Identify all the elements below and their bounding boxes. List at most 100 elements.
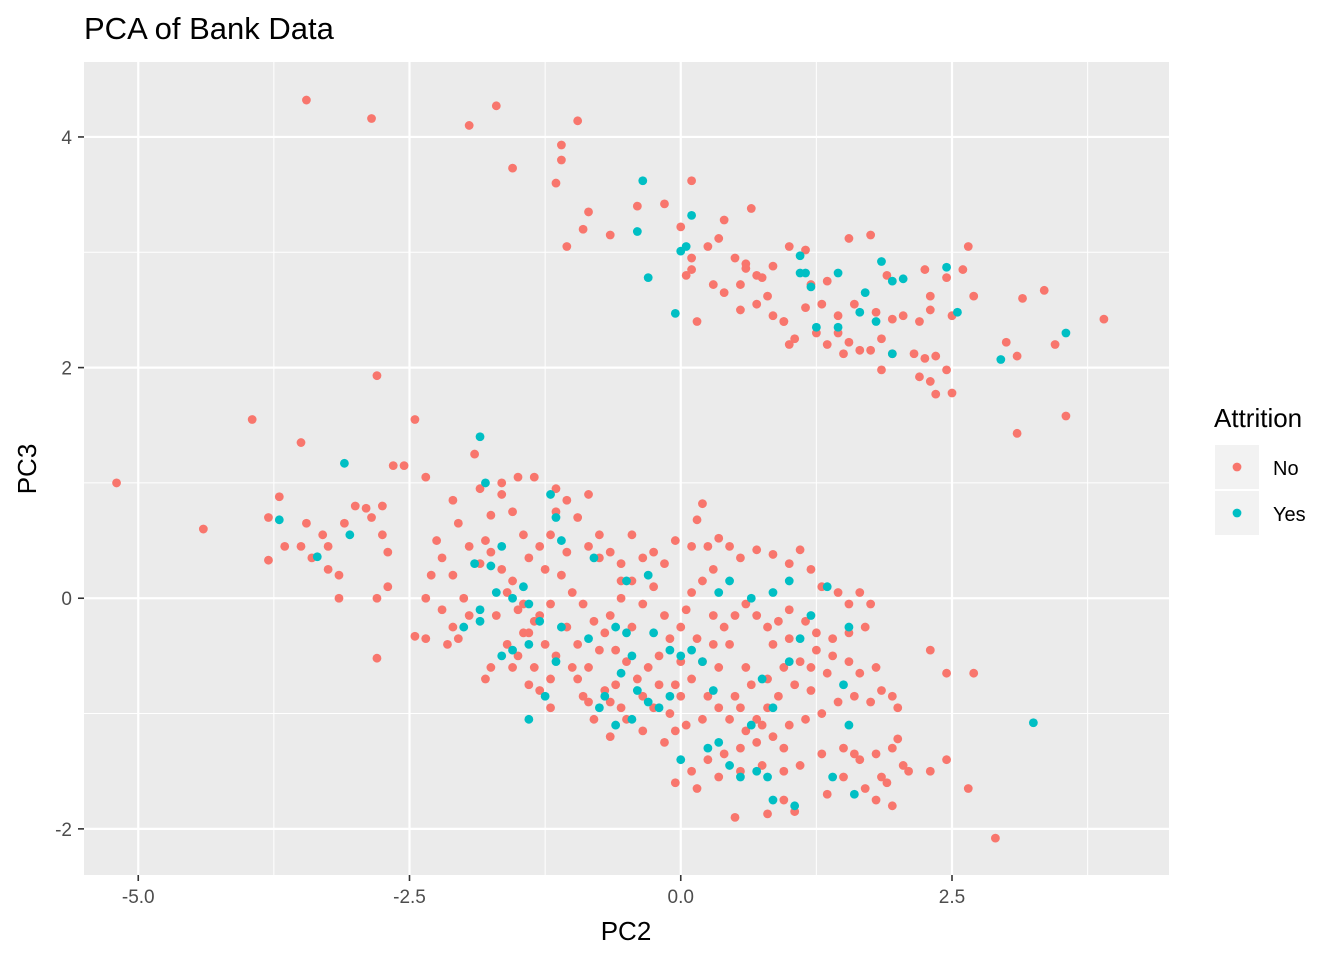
point-no xyxy=(453,518,463,528)
point-no xyxy=(491,101,501,111)
point-no xyxy=(519,530,528,540)
point-no xyxy=(426,570,436,580)
point-no xyxy=(535,541,545,551)
point-no xyxy=(963,242,973,251)
point-no xyxy=(589,714,599,724)
point-no xyxy=(584,490,593,499)
point-no xyxy=(557,140,566,150)
point-no xyxy=(925,766,935,776)
point-no xyxy=(860,784,870,793)
point-yes xyxy=(274,515,284,525)
point-no xyxy=(969,668,979,678)
point-no xyxy=(334,593,344,603)
point-yes xyxy=(340,458,349,468)
point-yes xyxy=(806,611,816,620)
point-no xyxy=(551,484,561,494)
point-no xyxy=(529,663,539,672)
point-no xyxy=(296,438,306,447)
point-no xyxy=(779,663,789,672)
point-no xyxy=(459,593,469,603)
point-no xyxy=(806,565,816,574)
point-yes xyxy=(898,274,908,284)
point-no xyxy=(725,639,734,649)
point-yes xyxy=(486,561,496,571)
point-no xyxy=(1012,428,1022,438)
point-no xyxy=(795,545,805,555)
point-no xyxy=(584,541,593,551)
point-yes xyxy=(768,795,778,805)
point-no xyxy=(605,732,615,742)
point-no xyxy=(817,749,827,759)
point-no xyxy=(822,340,832,349)
point-no xyxy=(969,291,979,301)
point-yes xyxy=(822,582,832,592)
point-no xyxy=(741,663,751,672)
point-no xyxy=(947,388,957,398)
point-no xyxy=(687,253,696,263)
point-no xyxy=(741,726,751,736)
point-no xyxy=(437,553,447,563)
point-no xyxy=(871,795,881,805)
point-no xyxy=(784,720,794,730)
point-no xyxy=(508,663,517,672)
y-tick-label: 4 xyxy=(61,128,72,149)
point-no xyxy=(882,270,892,280)
point-yes xyxy=(649,628,659,638)
point-no xyxy=(524,628,534,638)
point-no xyxy=(350,501,360,511)
point-yes xyxy=(551,657,561,667)
point-no xyxy=(377,501,387,511)
point-yes xyxy=(611,622,621,632)
point-no xyxy=(736,305,745,315)
point-no xyxy=(247,415,257,424)
point-no xyxy=(877,686,886,695)
point-no xyxy=(589,616,599,626)
point-no xyxy=(573,513,583,522)
point-no xyxy=(730,611,740,620)
point-no xyxy=(931,389,941,399)
point-no xyxy=(660,737,669,747)
point-no xyxy=(627,622,637,632)
legend-label: Yes xyxy=(1273,504,1306,526)
major-gridlines xyxy=(84,62,1169,875)
point-no xyxy=(963,784,973,793)
point-yes xyxy=(725,761,734,770)
point-yes xyxy=(953,307,962,317)
point-no xyxy=(779,317,789,326)
point-yes xyxy=(508,593,517,603)
point-no xyxy=(524,553,534,563)
point-no xyxy=(670,536,680,545)
point-no xyxy=(784,559,794,569)
point-yes xyxy=(524,599,534,609)
point-no xyxy=(719,215,729,225)
point-no xyxy=(622,657,631,667)
point-no xyxy=(605,230,615,240)
point-yes xyxy=(714,737,724,747)
point-yes xyxy=(714,588,724,597)
point-no xyxy=(866,230,876,240)
point-no xyxy=(421,634,431,643)
point-no xyxy=(692,784,702,793)
point-no xyxy=(893,703,903,713)
y-axis: -2 0 2 4 xyxy=(55,128,84,841)
point-no xyxy=(421,593,431,603)
point-yes xyxy=(632,686,642,695)
point-no xyxy=(502,639,512,649)
point-no xyxy=(638,553,648,563)
point-no xyxy=(811,645,821,655)
point-no xyxy=(844,599,854,609)
point-no xyxy=(627,530,637,540)
chart-title: PCA of Bank Data xyxy=(84,11,335,46)
point-no xyxy=(437,605,447,615)
point-no xyxy=(714,703,724,713)
point-yes xyxy=(643,570,653,580)
point-no xyxy=(708,565,718,574)
point-yes xyxy=(746,720,756,730)
point-yes xyxy=(687,645,696,655)
point-no xyxy=(508,576,517,586)
point-no xyxy=(616,559,626,569)
point-yes xyxy=(849,789,859,799)
point-yes xyxy=(687,210,696,220)
point-no xyxy=(855,668,865,678)
